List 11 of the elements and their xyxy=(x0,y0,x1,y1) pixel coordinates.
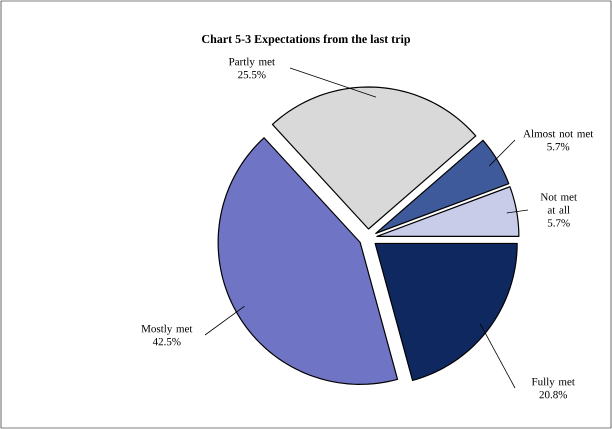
data-label: 42.5% xyxy=(152,338,181,346)
slice-label: Fully met xyxy=(532,378,575,388)
data-label: 5.7% xyxy=(547,142,570,150)
slice-label: Not met at all xyxy=(540,193,577,214)
slice-label: Partly met xyxy=(228,58,275,68)
data-label: 25.5% xyxy=(238,70,266,78)
slice-label: Almost not met xyxy=(523,130,594,138)
data-label: 20.8% xyxy=(539,390,568,398)
data-label: 5.7% xyxy=(548,219,570,227)
chart-title: Chart 5-3 Expectations from the last trip xyxy=(202,34,410,46)
slice-label: Mostly met xyxy=(141,324,192,335)
